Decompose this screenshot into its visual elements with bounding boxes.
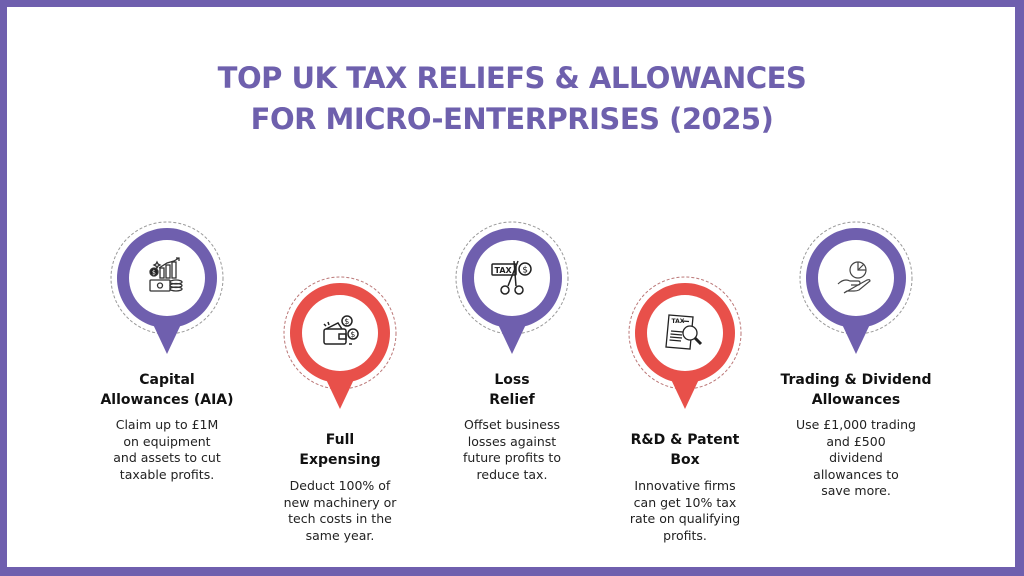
relief-description: Use £1,000 trading and £500 dividend all… — [795, 417, 916, 498]
relief-heading: Loss Relief — [489, 372, 535, 408]
relief-heading: R&D & Patent Box — [630, 432, 740, 468]
svg-text:$: $ — [522, 266, 528, 276]
relief-description: Offset business losses against future pr… — [463, 417, 561, 482]
relief-description: Innovative firms can get 10% tax rate on… — [629, 478, 741, 543]
svg-text:$: $ — [350, 330, 355, 339]
relief-heading: Trading & Dividend Allowances — [780, 372, 932, 408]
svg-text:TAX: TAX — [495, 266, 513, 275]
wallet-coins-icon: $ $ — [318, 311, 362, 355]
svg-text:TAX: TAX — [672, 318, 685, 325]
title-line-2: FOR MICRO-ENTERPRISES (2025) — [250, 102, 774, 136]
location-pin-red: TAX — [625, 275, 745, 415]
location-pin-purple: $ — [107, 220, 227, 360]
tax-document-search-icon: TAX — [663, 311, 707, 355]
tax-scissors-icon: TAX $ — [490, 256, 534, 300]
relief-heading: Full Expensing — [299, 432, 381, 468]
svg-text:$: $ — [152, 270, 156, 277]
relief-description: Claim up to £1M on equipment and assets … — [113, 417, 221, 482]
svg-text:$: $ — [344, 317, 349, 326]
title-line-1: TOP UK TAX RELIEFS & ALLOWANCES — [217, 61, 807, 95]
location-pin-purple: TAX $ — [452, 220, 572, 360]
relief-heading: Capital Allowances (AIA) — [100, 372, 234, 408]
relief-description: Deduct 100% of new machinery or tech cos… — [283, 478, 397, 543]
money-growth-icon: $ — [145, 256, 189, 300]
page-title: TOP UK TAX RELIEFS & ALLOWANCES FOR MICR… — [0, 58, 1024, 140]
hand-pie-chart-icon — [834, 256, 878, 300]
location-pin-red: $ $ — [280, 275, 400, 415]
location-pin-purple — [796, 220, 916, 360]
